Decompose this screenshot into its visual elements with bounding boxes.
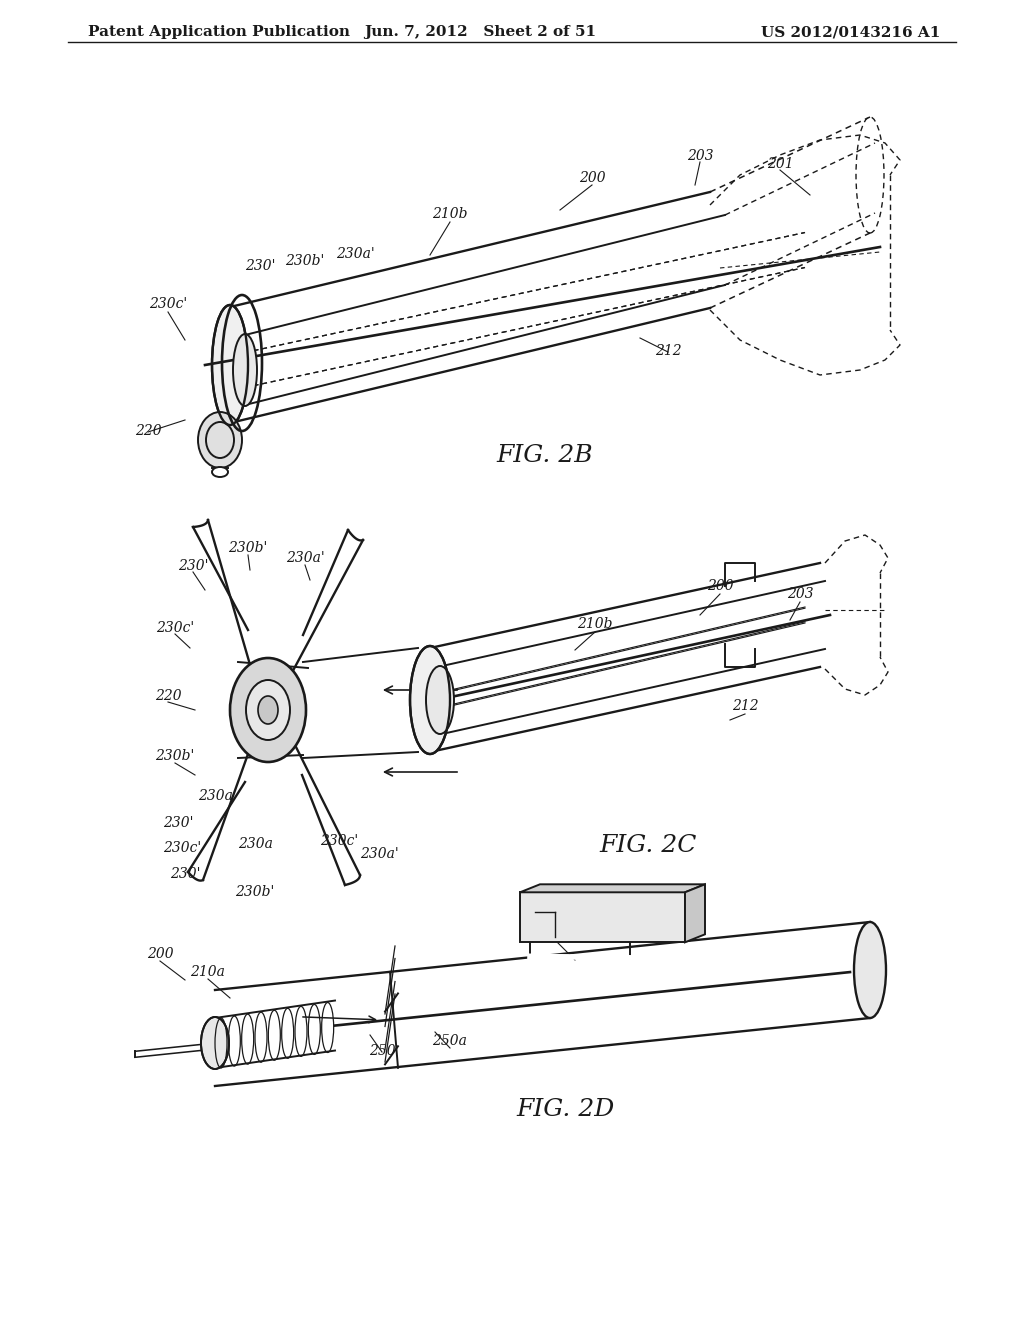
Text: 230c': 230c': [163, 841, 201, 855]
Text: 230a': 230a': [336, 247, 375, 261]
Text: 210a: 210a: [190, 965, 225, 979]
Ellipse shape: [854, 921, 886, 1018]
Text: 210b: 210b: [578, 616, 612, 631]
Text: 220: 220: [135, 424, 162, 438]
Ellipse shape: [198, 412, 242, 469]
Text: 230b': 230b': [236, 884, 274, 899]
Text: 203: 203: [687, 149, 714, 162]
Text: 200: 200: [146, 946, 173, 961]
Text: 200: 200: [579, 172, 605, 185]
Text: 230b': 230b': [228, 541, 267, 554]
Text: 201: 201: [767, 157, 794, 172]
Ellipse shape: [212, 305, 248, 425]
Text: 230a': 230a': [360, 847, 398, 861]
Text: 230c': 230c': [319, 834, 358, 847]
Text: US 2012/0143216 A1: US 2012/0143216 A1: [761, 25, 940, 40]
Text: 220: 220: [155, 689, 181, 704]
Text: 230b': 230b': [286, 253, 325, 268]
Text: 230': 230': [245, 259, 275, 273]
Polygon shape: [520, 884, 705, 892]
Ellipse shape: [201, 1016, 229, 1069]
Text: 230a: 230a: [238, 837, 272, 851]
Ellipse shape: [230, 657, 306, 762]
Text: 250: 250: [369, 1044, 395, 1059]
Text: 203: 203: [786, 587, 813, 601]
Text: 230': 230': [163, 816, 194, 830]
Ellipse shape: [426, 667, 454, 734]
Ellipse shape: [410, 645, 450, 754]
Text: 230': 230': [178, 558, 208, 573]
Text: Jun. 7, 2012   Sheet 2 of 51: Jun. 7, 2012 Sheet 2 of 51: [364, 25, 596, 40]
Ellipse shape: [258, 696, 278, 723]
Text: FIG. 2B: FIG. 2B: [497, 444, 593, 466]
Text: 250a: 250a: [432, 1034, 467, 1048]
Text: 212: 212: [732, 700, 759, 713]
Text: Patent Application Publication: Patent Application Publication: [88, 25, 350, 40]
Text: 240: 240: [542, 927, 568, 940]
Text: FIG. 2D: FIG. 2D: [516, 1098, 614, 1122]
Polygon shape: [685, 884, 705, 942]
Text: 230c': 230c': [156, 620, 195, 635]
Text: 210b: 210b: [432, 207, 468, 220]
FancyBboxPatch shape: [520, 892, 685, 942]
Text: 230c': 230c': [148, 297, 187, 312]
Text: 230b': 230b': [156, 748, 195, 763]
Text: 230a': 230a': [286, 550, 325, 565]
Text: 212: 212: [654, 345, 681, 358]
Ellipse shape: [233, 334, 257, 407]
Ellipse shape: [246, 680, 290, 741]
Text: FIG. 2C: FIG. 2C: [599, 833, 696, 857]
Text: 200: 200: [707, 579, 733, 593]
Text: 230': 230': [170, 867, 201, 880]
Text: 230a: 230a: [198, 789, 232, 803]
Ellipse shape: [212, 467, 228, 477]
